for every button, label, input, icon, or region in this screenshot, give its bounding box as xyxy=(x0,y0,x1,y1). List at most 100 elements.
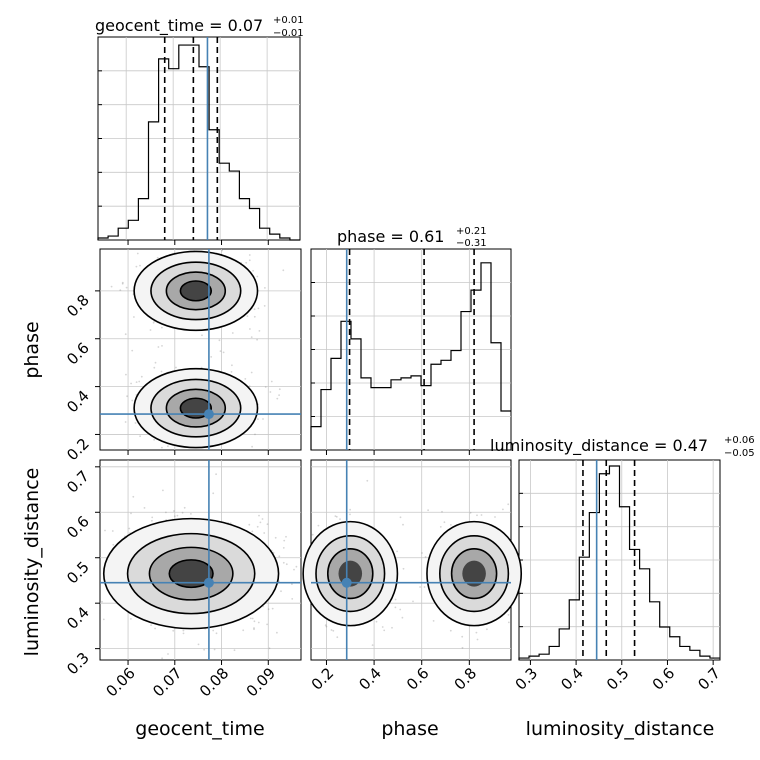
sample-point xyxy=(394,606,397,609)
sample-point xyxy=(253,627,255,629)
sample-point xyxy=(111,530,114,532)
ytick-label-luminosity_distance: 0.3 xyxy=(63,649,93,679)
hist-step-luminosity_distance xyxy=(518,465,720,660)
hist-step-geocent_time xyxy=(97,44,300,241)
sample-point xyxy=(258,330,261,332)
sample-point xyxy=(461,646,464,649)
sample-point xyxy=(248,523,251,526)
truth-marker-phase_vs_geocent_time xyxy=(203,409,214,420)
sample-point xyxy=(248,259,251,262)
ytick-label-phase: 0.2 xyxy=(63,435,93,465)
sample-point xyxy=(486,628,488,631)
sample-point xyxy=(119,289,122,291)
sample-point xyxy=(325,625,328,628)
sample-point xyxy=(173,515,176,518)
density-fill-phase_vs_geocent_time-1 xyxy=(180,398,212,418)
sample-point xyxy=(264,287,266,289)
xtick-label-geocent_time: 0.06 xyxy=(103,664,139,700)
sample-point xyxy=(349,513,351,516)
ytick-label-luminosity_distance: 0.4 xyxy=(63,603,93,633)
sample-point xyxy=(176,514,179,517)
sample-point xyxy=(274,536,277,539)
sample-point xyxy=(104,529,106,532)
sample-point xyxy=(215,632,218,635)
contour-luminosity_distance_vs_phase-1-2 xyxy=(450,548,498,600)
sample-point xyxy=(257,621,260,624)
sample-point xyxy=(476,638,479,641)
xtick-label-luminosity_distance: 0.7 xyxy=(694,664,724,694)
title-phase-minus: −0.31 xyxy=(456,238,487,249)
sample-point xyxy=(317,524,320,527)
contour-luminosity_distance_vs_phase-1-1 xyxy=(439,535,510,613)
sample-point xyxy=(253,308,256,311)
contour-phase_vs_geocent_time-0-3 xyxy=(179,280,213,302)
sample-point xyxy=(203,648,206,651)
sample-point xyxy=(139,264,141,267)
sample-point xyxy=(439,526,442,528)
truth-marker-luminosity_distance_vs_geocent_time xyxy=(203,577,214,588)
xtick-label-luminosity_distance: 0.6 xyxy=(649,664,679,694)
panel-ldist-vs-geocent-time xyxy=(99,459,302,661)
sample-point xyxy=(222,351,225,354)
sample-point xyxy=(231,364,233,367)
sample-point xyxy=(175,366,177,369)
sample-point xyxy=(233,649,236,652)
sample-point xyxy=(210,356,213,358)
sample-point xyxy=(262,418,264,420)
sample-point xyxy=(270,380,273,383)
title-phase: phase = 0.61 xyxy=(337,227,444,246)
title-luminosity-distance-plus: +0.06 xyxy=(724,435,755,446)
ytick-label-phase: 0.8 xyxy=(63,291,93,321)
sample-point xyxy=(264,386,267,388)
xlabel-geocent-time: geocent_time xyxy=(135,718,264,740)
sample-point xyxy=(399,516,402,519)
sample-point xyxy=(136,252,139,255)
sample-point xyxy=(126,395,128,398)
sample-point xyxy=(278,388,281,391)
sample-point xyxy=(190,513,192,515)
sample-point xyxy=(423,586,426,588)
sample-point xyxy=(161,446,163,449)
sample-point xyxy=(266,523,269,526)
title-luminosity-distance-minus: −0.05 xyxy=(724,448,755,459)
sample-point xyxy=(257,307,260,310)
sample-point xyxy=(280,590,282,593)
sample-point xyxy=(160,370,163,373)
sample-point xyxy=(151,516,154,519)
sample-point xyxy=(441,510,443,513)
sample-point xyxy=(248,385,251,388)
contour-phase_vs_geocent_time-0-1 xyxy=(150,261,242,321)
sample-point xyxy=(443,521,446,524)
sample-point xyxy=(167,445,169,448)
title-luminosity-distance: luminosity_distance = 0.47 xyxy=(490,436,708,456)
sample-point xyxy=(213,648,216,651)
sample-point xyxy=(249,617,252,620)
sample-point xyxy=(450,524,452,526)
sample-point xyxy=(494,516,496,518)
sample-point xyxy=(230,371,233,373)
sample-point xyxy=(212,492,215,495)
sample-point xyxy=(154,361,157,364)
sample-point xyxy=(149,329,152,331)
xtick-label-geocent_time: 0.09 xyxy=(243,664,279,700)
sample-point xyxy=(135,381,138,383)
sample-point xyxy=(381,626,384,628)
sample-point xyxy=(261,518,264,520)
sample-point xyxy=(161,657,164,660)
hist-step-phase xyxy=(310,262,511,450)
sample-point xyxy=(263,305,266,307)
contour-phase_vs_geocent_time-0-0 xyxy=(133,250,259,332)
sample-point xyxy=(276,397,279,400)
contour-luminosity_distance_vs_geocent_time-0-3 xyxy=(168,559,214,589)
sample-point xyxy=(246,315,249,317)
title-geocent-time-plus: +0.01 xyxy=(273,15,304,26)
sample-point xyxy=(252,269,255,272)
sample-point xyxy=(244,378,247,380)
sample-point xyxy=(412,600,414,603)
title-phase-plus: +0.21 xyxy=(456,226,487,237)
sample-point xyxy=(335,515,338,518)
sample-point xyxy=(253,628,255,631)
sample-point xyxy=(282,561,285,564)
density-fill-phase_vs_geocent_time-0 xyxy=(180,281,212,301)
